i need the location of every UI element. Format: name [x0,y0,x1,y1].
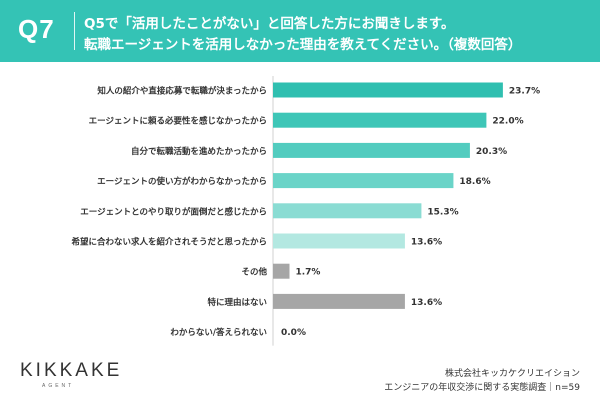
value-label: 13.6% [411,238,442,248]
header-divider [74,12,75,50]
category-label: エージェントの使い方がわからなかったから [97,176,267,187]
category-label: 特に理由はない [207,297,267,308]
bar [273,142,470,158]
value-label: 1.7% [295,268,320,278]
question-number: Q7 [18,14,55,44]
category-label: わからない/答えられない [170,327,267,338]
value-label: 18.6% [459,177,490,187]
question-header: Q7 Q5で「活用したことがない」と回答した方にお聞きします。 転職エージェント… [0,0,600,62]
bar [273,203,422,219]
question-text-line2: 転職エージェントを活用しなかった理由を教えてください。（複数回答） [84,37,522,53]
value-label: 0.0% [281,328,306,338]
category-label: エージェントに頼る必要性を感じなかったから [89,116,267,127]
category-label: エージェントとのやり取りが面倒だと感じたから [80,206,267,217]
company-name: 株式会社キッカケクリエイション [444,369,580,379]
category-label: 希望に合わない求人を紹介されそうだと思ったから [71,237,267,248]
bar-chart: 知人の紹介や直接応募で転職が決まったから 23.7% エージェントに頼る必要性を感じ… [71,76,540,346]
value-label: 13.6% [411,298,442,308]
bar [273,173,454,189]
question-text-line1: Q5で「活用したことがない」と回答した方にお聞きします。 [84,16,455,32]
bar [273,263,290,279]
bar [273,82,503,98]
value-label: 15.3% [427,207,458,217]
value-label: 22.0% [492,117,523,127]
bar [273,233,405,249]
bar [273,112,487,128]
survey-source: エンジニアの年収交渉に関する実態調査｜n=59 [384,383,580,393]
category-label: その他 [241,267,267,278]
bar [273,293,405,309]
category-label: 自分で転職活動を進めたかったから [131,146,267,157]
value-label: 23.7% [509,87,540,97]
kikkake-logo: KIKKAKE [20,360,123,381]
category-label: 知人の紹介や直接応募で転職が決まったから [97,86,267,97]
kikkake-logo-subtext: AGENT [42,383,75,389]
value-label: 20.3% [476,147,507,157]
